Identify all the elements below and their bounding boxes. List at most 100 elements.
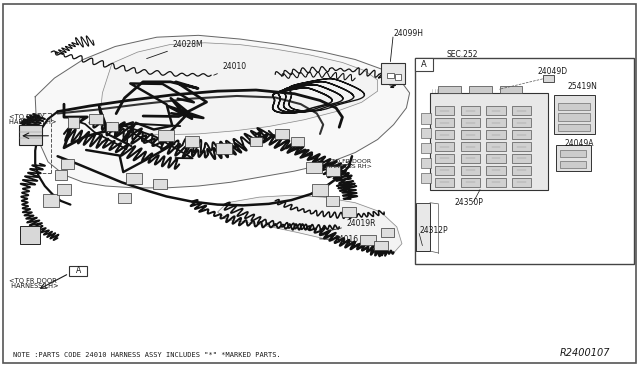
Bar [415,58,634,264]
Bar [326,196,339,206]
Bar [421,143,431,153]
Bar [469,86,492,93]
Bar [543,75,554,82]
Bar [554,95,595,134]
Bar [69,266,87,276]
Bar [421,158,431,168]
Text: 24019R: 24019R [329,219,376,231]
Text: NOTE :PARTS CODE 24010 HARNESS ASSY INCLUDES "*" *MARKED PARTS.: NOTE :PARTS CODE 24010 HARNESS ASSY INCL… [13,352,280,358]
Bar [461,178,480,187]
Bar [153,179,167,189]
Bar [430,93,548,190]
Bar [435,118,454,127]
Bar [291,137,304,146]
Bar [20,226,40,244]
Bar [512,142,531,151]
Bar [461,154,480,163]
Text: 24028M: 24028M [147,39,204,59]
Bar [558,113,590,121]
Bar [435,166,454,175]
Bar [512,118,531,127]
Text: HARNESS RH>: HARNESS RH> [326,164,372,169]
Text: R2400107: R2400107 [560,348,611,358]
Text: 24312P: 24312P [419,225,448,234]
Bar [61,159,74,169]
Bar [275,129,289,139]
Polygon shape [99,43,378,135]
Text: A: A [76,266,81,275]
Bar [438,86,461,93]
Bar [387,73,394,78]
Text: HARNESS LH>: HARNESS LH> [9,119,56,125]
Bar [486,166,506,175]
Bar [312,184,328,196]
Bar [558,124,590,131]
Bar [44,194,60,208]
Text: 24016: 24016 [319,235,358,244]
Polygon shape [35,35,410,188]
Text: SEC.252: SEC.252 [447,49,478,58]
Bar [326,166,340,176]
Bar [486,130,506,139]
Bar [435,178,454,187]
Bar [486,106,506,115]
Bar [421,113,431,124]
Bar [381,228,394,237]
Bar [106,122,118,131]
Text: 24049D: 24049D [538,67,568,76]
Bar [57,184,71,195]
Bar [486,154,506,163]
Bar [250,137,262,146]
Text: 24350P: 24350P [454,198,483,207]
Text: HARNESS LH>: HARNESS LH> [9,283,59,289]
Bar [216,143,232,154]
Bar [185,136,199,147]
Bar [435,142,454,151]
Bar [461,130,480,139]
Bar [512,166,531,175]
Bar [159,130,175,141]
Bar [560,161,586,168]
Text: 24099H: 24099H [394,29,424,38]
Bar [55,170,67,180]
Bar [306,162,321,173]
Bar [500,86,522,93]
Bar [486,118,506,127]
Text: A: A [421,60,426,69]
Bar [558,103,590,110]
Text: <TO BODY: <TO BODY [9,114,44,120]
Bar [512,106,531,115]
Bar [395,74,401,80]
Bar [89,114,103,124]
Text: <TO FR DOOR: <TO FR DOOR [326,159,372,164]
Bar [461,142,480,151]
Text: 24049A: 24049A [564,139,594,148]
Bar [381,63,405,84]
Bar [461,106,480,115]
Bar [486,142,506,151]
Bar [560,150,586,157]
Bar [416,203,430,251]
Bar [415,58,433,71]
Text: 25419N: 25419N [567,81,597,90]
Bar [360,235,376,245]
Bar [512,154,531,163]
Bar [435,106,454,115]
Bar [486,178,506,187]
Bar [556,145,591,171]
Bar [435,130,454,139]
Text: <TO FR DOOR: <TO FR DOOR [9,278,57,284]
Bar [435,154,454,163]
Bar [512,130,531,139]
Bar [374,241,388,250]
Bar [68,117,79,128]
Bar [461,166,480,175]
Bar [118,193,131,203]
Bar [127,173,142,184]
Bar [461,118,480,127]
Bar [19,125,42,145]
Bar [342,207,356,217]
Bar [421,173,431,183]
Polygon shape [218,195,402,253]
Text: 24010: 24010 [214,62,247,75]
